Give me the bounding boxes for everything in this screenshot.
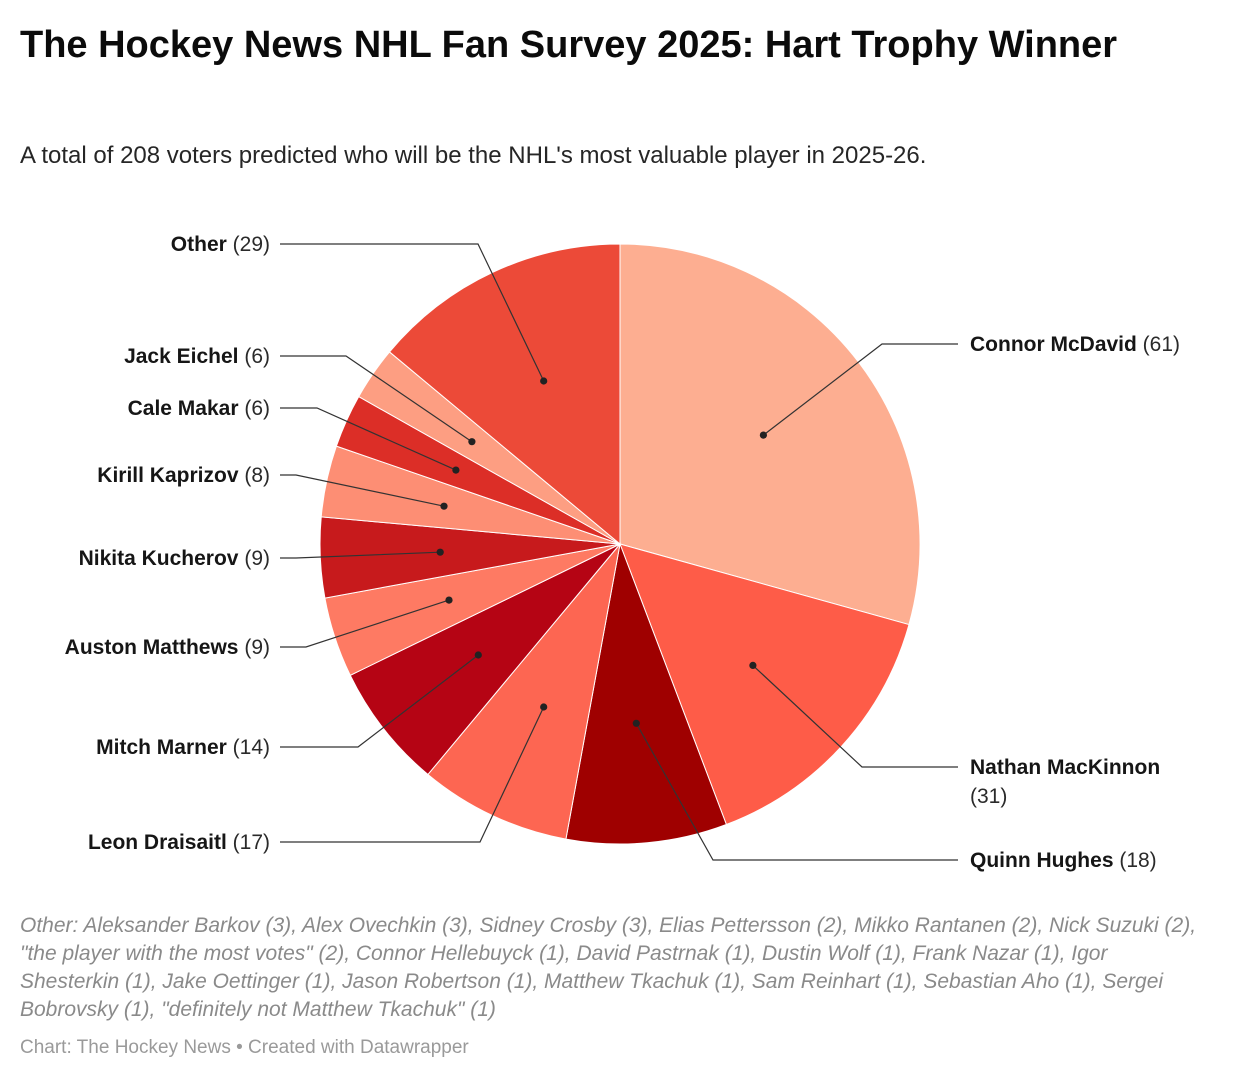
slice-label-count: (8) bbox=[239, 464, 271, 487]
slice-label-count: (29) bbox=[227, 233, 270, 256]
slice-labels: Connor McDavid (61) Nathan MacKinnon (31) Q… bbox=[65, 233, 1180, 872]
anchor-dot-leon-draisaitl bbox=[540, 703, 548, 711]
chart-footer: Chart: The Hockey News • Created with Da… bbox=[20, 1037, 469, 1058]
leader-line-leon-draisaitl bbox=[280, 706, 545, 843]
leader-line-mitch-marner bbox=[280, 654, 479, 748]
slice-label-auston-matthews: Auston Matthews (9) bbox=[65, 636, 270, 659]
slice-label-count: (17) bbox=[227, 831, 270, 854]
leader-line-jack-eichel bbox=[280, 355, 473, 443]
slice-label-name: Mitch Marner bbox=[96, 736, 227, 759]
anchor-dot-kirill-kaprizov bbox=[440, 502, 448, 510]
anchor-dot-other bbox=[540, 377, 548, 385]
slice-label-name: Connor McDavid bbox=[970, 333, 1137, 356]
slice-label-mitch-marner: Mitch Marner (14) bbox=[96, 736, 270, 759]
slice-label-name: Nathan MacKinnon bbox=[970, 756, 1160, 779]
slice-label-cale-makar: Cale Makar (6) bbox=[128, 397, 270, 420]
anchor-dot-nikita-kucherov bbox=[436, 548, 444, 556]
slice-label-leon-draisaitl: Leon Draisaitl (17) bbox=[88, 831, 270, 854]
leader-line-nikita-kucherov bbox=[280, 551, 441, 559]
slice-label-name: Nikita Kucherov bbox=[79, 547, 239, 570]
slice-label-nikita-kucherov: Nikita Kucherov (9) bbox=[79, 547, 270, 570]
slice-label-kirill-kaprizov: Kirill Kaprizov (8) bbox=[97, 464, 270, 487]
pie-slice-other[interactable] bbox=[388, 243, 621, 546]
leader-line-connor-mcdavid bbox=[763, 343, 958, 436]
slice-label-count: (14) bbox=[227, 736, 270, 759]
anchor-dot-quinn-hughes bbox=[632, 719, 640, 727]
slice-label-other: Other (29) bbox=[171, 233, 270, 256]
slice-label-name: Other bbox=[171, 233, 227, 256]
anchor-dot-cale-makar bbox=[452, 466, 460, 474]
leader-lines bbox=[280, 243, 958, 861]
chart-notes: Other: Aleksander Barkov (3), Alex Ovech… bbox=[20, 914, 1197, 1021]
pie-slice-nathan-mackinnon[interactable] bbox=[619, 543, 910, 826]
leader-line-other bbox=[280, 243, 545, 382]
anchor-dot-jack-eichel bbox=[468, 438, 476, 446]
leader-line-cale-makar bbox=[280, 407, 457, 471]
anchor-dot-mitch-marner bbox=[474, 651, 482, 659]
slice-label-count: (6) bbox=[239, 345, 271, 368]
slice-label-count: (9) bbox=[239, 547, 271, 570]
slice-label-name: Cale Makar bbox=[128, 397, 239, 420]
leader-line-kirill-kaprizov bbox=[280, 474, 445, 507]
slice-label-name: Quinn Hughes bbox=[970, 849, 1114, 872]
slice-label-count: (9) bbox=[239, 636, 271, 659]
slice-label-connor-mcdavid: Connor McDavid (61) bbox=[970, 333, 1180, 356]
slice-label-count: (6) bbox=[239, 397, 271, 420]
slice-label-count: (18) bbox=[1114, 849, 1157, 872]
slice-label-jack-eichel: Jack Eichel (6) bbox=[124, 345, 270, 368]
pie-slices bbox=[319, 243, 921, 845]
chart-subtitle: A total of 208 voters predicted who will… bbox=[20, 142, 927, 169]
slice-label-name: Auston Matthews bbox=[65, 636, 239, 659]
pie-slice-mitch-marner[interactable] bbox=[349, 543, 621, 776]
leader-line-nathan-mackinnon bbox=[752, 664, 958, 768]
slice-label-quinn-hughes: Quinn Hughes (18) bbox=[970, 849, 1157, 872]
anchor-dot-auston-matthews bbox=[445, 596, 453, 604]
leader-line-auston-matthews bbox=[280, 599, 450, 648]
pie-slice-quinn-hughes[interactable] bbox=[565, 542, 728, 845]
slice-label-name: Leon Draisaitl bbox=[88, 831, 227, 854]
anchor-dot-connor-mcdavid bbox=[759, 431, 768, 439]
slice-label-nathan-mackinnon: Nathan MacKinnon (31) bbox=[970, 756, 1160, 808]
slice-label-count: (31) bbox=[970, 785, 1007, 808]
leader-line-quinn-hughes bbox=[635, 723, 958, 861]
anchor-dot-nathan-mackinnon bbox=[749, 661, 757, 670]
pie-slice-connor-mcdavid[interactable] bbox=[619, 243, 921, 626]
slice-label-name: Kirill Kaprizov bbox=[97, 464, 239, 487]
chart-title: The Hockey News NHL Fan Survey 2025: Har… bbox=[20, 24, 1118, 66]
pie-chart: Connor McDavid (61) Nathan MacKinnon (31) Q… bbox=[65, 233, 1180, 872]
slice-label-count: (61) bbox=[1137, 333, 1180, 356]
slice-label-name: Jack Eichel bbox=[124, 345, 238, 368]
